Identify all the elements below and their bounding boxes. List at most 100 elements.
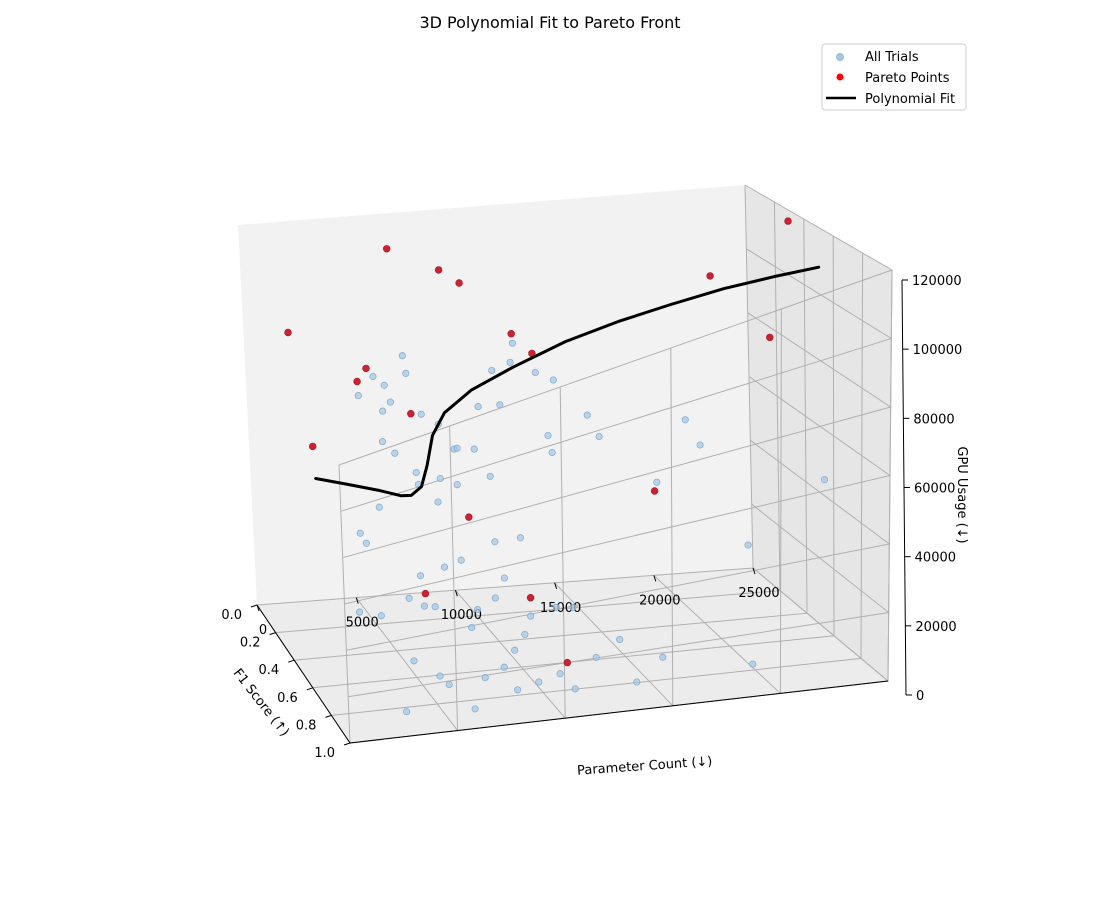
pareto-point [434,266,443,274]
x-tick-label-0: 0 [259,623,267,638]
grid-line-z-4 [342,312,892,559]
all-trials-point [420,602,428,610]
legend-marker-all-trials [836,53,844,61]
pareto-point [407,410,415,418]
x-axis-label: Parameter Count (↓) [577,754,713,778]
all-trials-point [571,685,579,693]
pareto-point [465,513,473,521]
all-trials-point [453,481,461,489]
y-tick-mark-0 [250,604,258,608]
all-trials-point [436,474,444,483]
x-tick-mark-0 [256,604,260,612]
pareto-point [284,328,292,337]
all-trials-point [402,369,410,377]
all-trials-point [592,653,600,661]
all-trials-point [356,608,364,616]
legend-label-pareto-points: Pareto Points [865,71,950,86]
all-trials-point [488,366,496,375]
tick-labels: 0 5000 10000 15000 20000 25000 0.0 0.2 0.4 0.6 0.8… [221,274,962,761]
all-trials-point [491,594,499,602]
grid-line-z-6 [338,184,894,466]
all-trials-point [616,635,624,644]
z-tick-label-1: 20000 [915,620,956,635]
x-tick-mark-3 [554,582,558,589]
all-trials-point [521,630,529,638]
all-trials-point [556,670,564,678]
grid-line-z-2 [346,439,891,651]
chart-title: 3D Polynomial Fit to Pareto Front [419,13,680,32]
grid-line-z-5 [340,248,893,512]
all-trials-point [544,431,552,440]
pareto-point [784,217,792,225]
all-trials-point [354,392,362,400]
all-trials-point [416,572,425,580]
all-trials-point [453,444,461,452]
pareto-points-series [284,217,792,667]
all-trials-point [531,368,539,377]
x-tick-mark-5 [752,567,756,575]
all-trials-point [696,441,704,449]
all-trials-point [380,381,388,389]
z-tick-label-4: 80000 [913,412,954,427]
all-trials-point [470,445,478,453]
all-trials-point [481,674,489,682]
back-pane [238,185,753,605]
x-tick-label-5: 25000 [738,586,779,601]
x-tick-mark-4 [653,575,657,582]
all-trials-point [653,478,661,486]
x-tick-mark-1 [355,597,359,604]
all-trials-point [569,604,577,612]
pareto-point [706,272,714,280]
all-trials-point [486,472,494,480]
all-trials-point [362,539,370,547]
all-trials-point [440,563,449,571]
all-trials-point [548,448,556,457]
all-trials-point [410,657,418,665]
all-trials-point [511,646,519,654]
pareto-point [353,377,361,386]
polynomial-fit-series [314,265,821,498]
legend-label-polynomial-fit: Polynomial Fit [865,92,955,107]
all-trials-point [468,623,476,632]
all-trials-point [386,398,394,406]
x-tick-label-4: 20000 [639,593,680,608]
x-tick-label-3: 15000 [540,601,581,616]
all-trials-point [375,503,383,511]
all-trials-point [681,416,689,424]
legend-label-all-trials: All Trials [865,50,919,65]
all-trials-point [356,529,364,537]
all-trials-point [491,538,499,546]
all-trials-point [820,476,829,484]
all-trials-series [354,339,829,716]
all-trials-point [496,401,504,409]
x-tick-label-1: 5000 [346,616,379,631]
all-trials-point [474,605,482,614]
pareto-point [650,487,659,495]
y-tick-label-3: 0.6 [277,691,298,706]
all-trials-point [445,680,453,689]
all-trials-point [377,612,385,620]
pareto-point [507,330,515,338]
pareto-point [383,245,391,253]
all-trials-point [535,678,543,686]
all-trials-point [500,663,508,671]
legend-marker-pareto-points [836,73,844,81]
x-axis-line [349,680,889,744]
all-trials-point [595,432,603,441]
legend-box [821,43,967,111]
all-trials-point [417,410,425,418]
pareto-point [526,593,535,602]
pareto-point [455,279,463,287]
z-axis-label: GPU Usage (↓) [954,446,969,543]
z-tick-label-0: 0 [916,689,924,704]
y-tick-label-1: 0.2 [240,636,261,651]
all-trials-point [508,339,516,347]
legend: All Trials Pareto Points Polynomial Fit [821,43,967,111]
pareto-point [421,589,430,598]
z-tick-label-2: 40000 [915,551,956,566]
all-trials-point [403,708,411,716]
all-trials-point [583,411,591,419]
z-tick-label-6: 120000 [912,274,962,289]
x-tick-mark-2 [454,590,458,597]
grid-line-z-1 [348,503,890,698]
